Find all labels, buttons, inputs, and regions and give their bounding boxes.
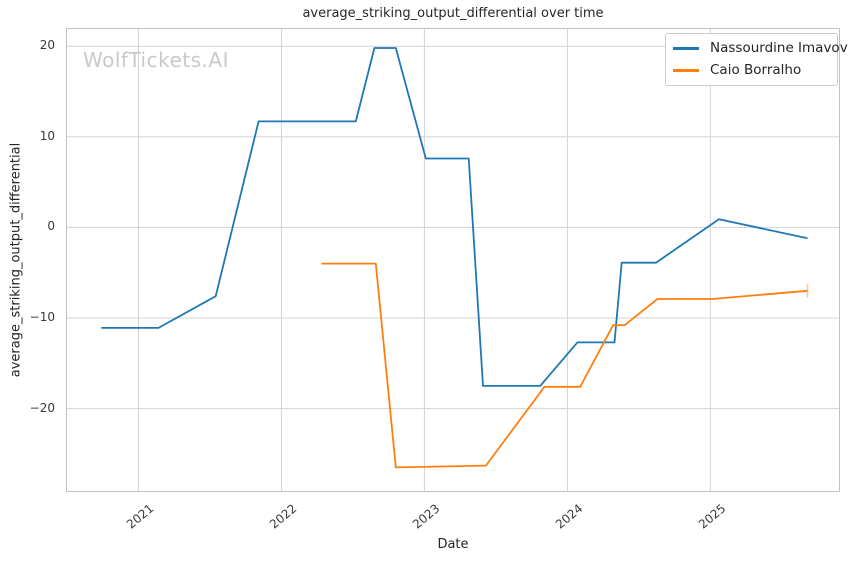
legend-label-imavov: Nassourdine Imavov — [710, 40, 848, 56]
series-line-nassourdine-imavov — [101, 47, 808, 387]
chart-title: average_striking_output_differential ove… — [302, 6, 604, 21]
series-line-caio-borralho — [321, 262, 808, 469]
y-tick-label: 10 — [39, 128, 55, 143]
x-axis-label: Date — [437, 537, 469, 552]
watermark: WolfTickets.AI — [83, 48, 229, 72]
legend-label-borralho: Caio Borralho — [710, 62, 802, 78]
legend-item-borralho: Caio Borralho — [673, 62, 829, 78]
y-tick-label: 0 — [47, 219, 55, 234]
y-axis-label: average_striking_output_differential — [8, 142, 24, 378]
y-tick-label: −10 — [29, 309, 55, 324]
y-tick-label: 20 — [39, 38, 55, 53]
legend-item-imavov: Nassourdine Imavov — [673, 40, 848, 56]
y-tick-label: −20 — [29, 400, 55, 415]
plot-area: WolfTickets.AI Nassourdine Imavov Caio B… — [66, 28, 848, 492]
legend-swatch-imavov — [673, 46, 699, 50]
legend-swatch-borralho — [673, 68, 699, 72]
plot-canvas — [67, 29, 839, 491]
legend: Nassourdine Imavov Caio Borralho — [665, 33, 848, 86]
